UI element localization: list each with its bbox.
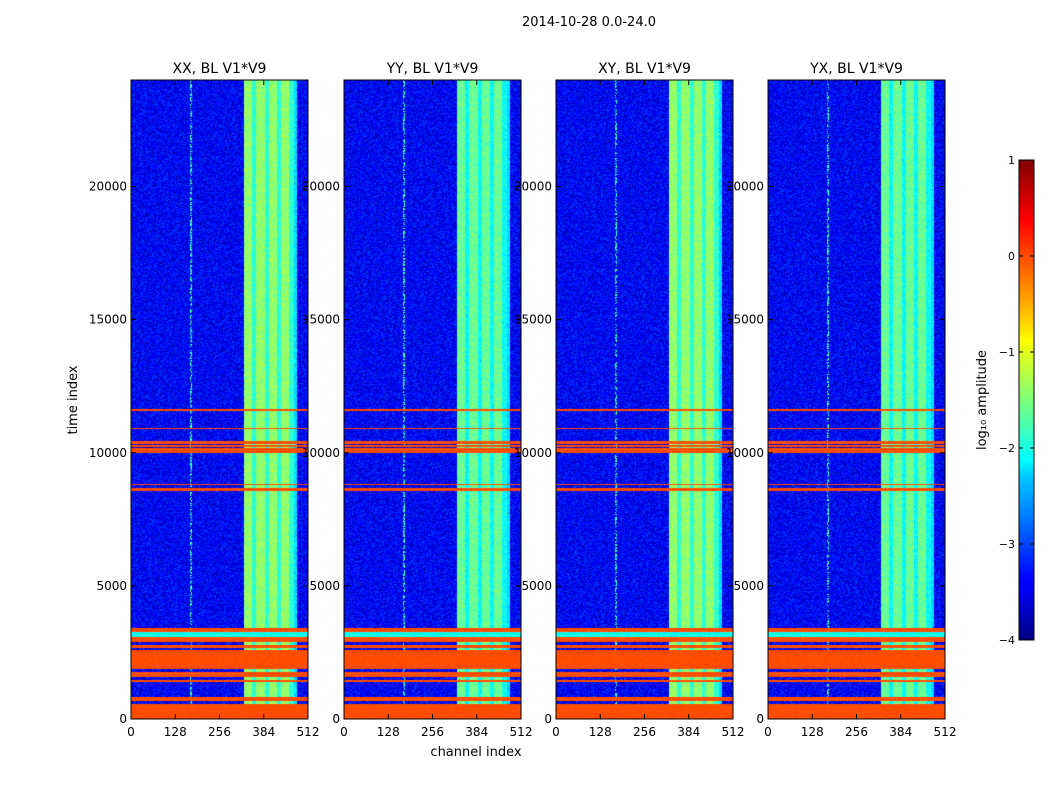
x-tick-label: 0 [340,725,348,739]
heatmap-image [344,80,521,719]
y-tick-label: 5000 [96,579,127,593]
y-tick-label: 0 [119,712,127,726]
y-tick-label: 20000 [514,180,552,194]
y-tick-label: 10000 [726,446,764,460]
y-tick-label: 20000 [302,180,340,194]
heatmap-image [556,80,733,719]
x-tick-label: 256 [208,725,231,739]
y-tick-label: 10000 [302,446,340,460]
chart-title: 2014-10-28 0.0-24.0 [522,15,656,30]
panel-0: XX, BL V1*V9 0 128 256 384 512 0 5000 10000 15000… [89,61,320,739]
y-axis-label: time index [66,365,81,434]
y-tick-label: 20000 [726,180,764,194]
x-tick-label: 256 [845,725,868,739]
y-tick-label: 15000 [89,313,127,327]
panels-group: XX, BL V1*V9 0 128 256 384 512 0 5000 10000 15000… [89,61,957,739]
x-axis-label: channel index [430,745,521,760]
x-tick-label: 512 [510,725,533,739]
heatmap-image [131,80,308,719]
x-tick-label: 128 [377,725,400,739]
y-tick-label: 0 [332,712,340,726]
y-tick-label: 10000 [89,446,127,460]
y-tick-label: 5000 [733,579,764,593]
x-tick-label: 384 [677,725,700,739]
y-tick-label: 5000 [521,579,552,593]
x-tick-label: 384 [252,725,275,739]
x-tick-label: 128 [801,725,824,739]
panel-2: XY, BL V1*V9 0 128 256 384 512 0 5000 10000 15000… [514,61,745,739]
y-tick-label: 15000 [514,313,552,327]
y-tick-label: 15000 [302,313,340,327]
colorbar-tick-label: −1 [999,346,1015,359]
y-tick-label: 20000 [89,180,127,194]
colorbar-tick-label: 0 [1008,250,1015,263]
colorbar-ticks: 1 0 −1 −2 −3 −4 [999,154,1034,647]
x-tick-label: 256 [633,725,656,739]
heatmap-image [768,80,945,719]
y-tick-label: 10000 [514,446,552,460]
x-tick-label: 512 [297,725,320,739]
x-tick-label: 512 [722,725,745,739]
panel-title: XY, BL V1*V9 [598,61,691,77]
y-tick-label: 5000 [309,579,340,593]
x-tick-label: 128 [589,725,612,739]
x-tick-label: 256 [421,725,444,739]
x-tick-label: 512 [934,725,957,739]
colorbar-tick-label: −3 [999,538,1015,551]
colorbar-gradient [1018,159,1035,641]
x-tick-label: 128 [164,725,187,739]
colorbar-tick-label: −4 [999,634,1015,647]
panel-title: XX, BL V1*V9 [173,61,267,77]
x-tick-label: 384 [889,725,912,739]
y-tick-label: 15000 [726,313,764,327]
panel-title: YX, BL V1*V9 [809,61,903,77]
panel-title: YY, BL V1*V9 [386,61,479,77]
panel-3: YX, BL V1*V9 0 128 256 384 512 0 5000 10000 15000… [726,61,957,739]
y-tick-label: 0 [544,712,552,726]
colorbar-label: log₁₀ amplitude [975,350,990,450]
y-tick-label: 0 [756,712,764,726]
colorbar-tick-label: 1 [1008,154,1015,167]
x-tick-label: 0 [764,725,772,739]
x-tick-label: 0 [127,725,135,739]
colorbar-tick-label: −2 [999,442,1015,455]
x-tick-label: 384 [465,725,488,739]
panel-1: YY, BL V1*V9 0 128 256 384 512 0 5000 10000 15000… [302,61,533,739]
x-tick-label: 0 [552,725,560,739]
